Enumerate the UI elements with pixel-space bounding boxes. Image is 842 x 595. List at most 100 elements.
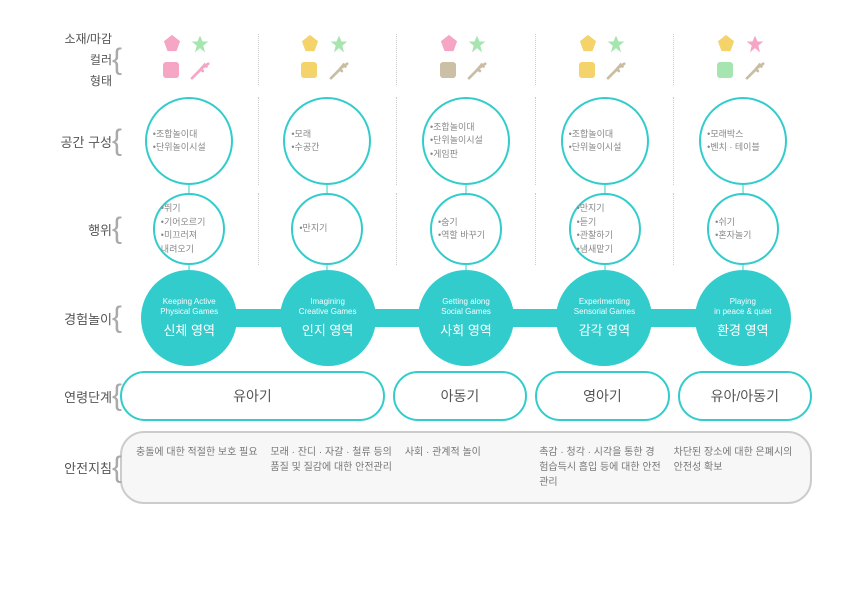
experience-en: Getting alongSocial Games — [441, 297, 491, 316]
space-col-2: •조합놀이대•단위놀이시설•게임판 — [397, 97, 536, 185]
action-item: •만지기 — [299, 222, 355, 236]
row-age: 연령단계{ 유아기아동기영아기유아/아동기 — [30, 371, 812, 421]
action-item: •미끄러져 — [161, 229, 217, 243]
branch-icon — [190, 62, 215, 85]
space-circle: •조합놀이대•단위놀이시설 — [145, 97, 233, 185]
space-col-1: •모래•수공간 — [259, 97, 398, 185]
age-pill-3: 유아/아동기 — [678, 371, 812, 421]
icon-set — [579, 34, 631, 85]
space-circle: •모래박스•벤치 · 테이블 — [699, 97, 787, 185]
branch-icon — [745, 62, 770, 85]
square-icon — [440, 62, 465, 85]
icon-set — [163, 34, 215, 85]
space-item: •수공간 — [291, 141, 363, 155]
pentagon-icon — [440, 34, 465, 59]
action-item: •혼자놀기 — [715, 229, 771, 243]
action-circle: •쉬기•혼자놀기 — [707, 193, 779, 265]
space-item: •단위놀이시설 — [153, 141, 225, 155]
action-item: •기어오르기 — [161, 216, 217, 230]
row-experience: 경험놀이{ Keeping ActivePhysical Games 신체 영역 I… — [30, 273, 812, 363]
experience-en: Keeping ActivePhysical Games — [160, 297, 218, 316]
experience-en: Playingin peace & quiet — [714, 297, 771, 316]
action-col-2: •숨기•역할 바꾸기 — [397, 193, 536, 265]
safety-item-4: 차단된 장소에 대한 은폐시의 안전성 확보 — [668, 445, 802, 490]
pentagon-icon — [163, 34, 188, 59]
experience-bubble: Getting alongSocial Games 사회 영역 — [418, 270, 514, 366]
space-item: •모래 — [291, 128, 363, 142]
space-item: •단위놀이시설 — [569, 141, 641, 155]
action-col-0: •뛰기•기어오르기•미끄러져내려오기 — [120, 193, 259, 265]
experience-bubble: Keeping ActivePhysical Games 신체 영역 — [141, 270, 237, 366]
action-item: •쉬기 — [715, 216, 771, 230]
row-action: 행위{ •뛰기•기어오르기•미끄러져내려오기 •만지기 •숨기•역할 바꾸기 •만지기… — [30, 193, 812, 265]
icon-col-1 — [259, 34, 398, 85]
square-icon — [579, 62, 604, 85]
action-circle: •만지기 — [291, 193, 363, 265]
star-icon — [745, 34, 770, 59]
action-item: •역할 바꾸기 — [438, 229, 494, 243]
branch-icon — [606, 62, 631, 85]
age-pill-1: 아동기 — [393, 371, 527, 421]
space-circle: •조합놀이대•단위놀이시설•게임판 — [422, 97, 510, 185]
action-col-3: •만지기•듣기•관찰하기•냄새맡기 — [536, 193, 675, 265]
action-item: •만지기 — [577, 202, 633, 216]
experience-ko: 감각 영역 — [579, 320, 630, 339]
experience-ko: 신체 영역 — [163, 320, 214, 339]
pentagon-icon — [579, 34, 604, 59]
space-item: •모래박스 — [707, 128, 779, 142]
action-col-1: •만지기 — [259, 193, 398, 265]
icon-set — [301, 34, 353, 85]
action-item: •숨기 — [438, 216, 494, 230]
space-item: •조합놀이대 — [430, 121, 502, 135]
experience-ko: 인지 영역 — [302, 320, 353, 339]
label-experience: 경험놀이{ — [30, 309, 120, 328]
space-circle: •모래•수공간 — [283, 97, 371, 185]
branch-icon — [329, 62, 354, 85]
icon-set — [440, 34, 492, 85]
space-item: •벤치 · 테이블 — [707, 141, 779, 155]
age-pill-2: 영아기 — [535, 371, 669, 421]
label-space: 공간 구성{ — [30, 132, 120, 151]
icon-set — [717, 34, 769, 85]
experience-en: ExperimentingSensorial Games — [574, 297, 635, 316]
experience-col-0: Keeping ActivePhysical Games 신체 영역 — [120, 270, 258, 366]
space-col-0: •조합놀이대•단위놀이시설 — [120, 97, 259, 185]
icon-col-0 — [120, 34, 259, 85]
icon-col-3 — [536, 34, 675, 85]
action-item: •관찰하기 — [577, 229, 633, 243]
safety-item-3: 촉감 · 청각 · 시각을 통한 경험습득시 흡입 등에 대한 안전 관리 — [533, 445, 667, 490]
action-item: 내려오기 — [161, 243, 217, 257]
label-action: 행위{ — [30, 220, 120, 239]
label-material: 소재/마감 컬러 형태 { — [30, 30, 120, 89]
experience-ko: 사회 영역 — [440, 320, 491, 339]
experience-bubble: ImaginingCreative Games인지 영역 — [280, 270, 376, 366]
space-col-4: •모래박스•벤치 · 테이블 — [674, 97, 812, 185]
experience-bubble: ExperimentingSensorial Games 감각 영역 — [556, 270, 652, 366]
experience-col-2: Getting alongSocial Games 사회 영역 — [397, 270, 535, 366]
safety-item-2: 사회 · 관계적 놀이 — [399, 445, 533, 490]
action-col-4: •쉬기•혼자놀기 — [674, 193, 812, 265]
action-item: •냄새맡기 — [577, 243, 633, 257]
star-icon — [329, 34, 354, 59]
pentagon-icon — [717, 34, 742, 59]
action-circle: •숨기•역할 바꾸기 — [430, 193, 502, 265]
star-icon — [190, 34, 215, 59]
space-item: •조합놀이대 — [153, 128, 225, 142]
space-circle: •조합놀이대•단위놀이시설 — [561, 97, 649, 185]
space-col-3: •조합놀이대•단위놀이시설 — [536, 97, 675, 185]
row-space: 공간 구성{ •조합놀이대•단위놀이시설•모래•수공간•조합놀이대•단위놀이시설… — [30, 97, 812, 185]
row-safety: 안전지침{ 충돌에 대한 적절한 보호 필요모래 · 잔디 · 자갈 · 철류 … — [30, 431, 812, 504]
space-item: •단위놀이시설 — [430, 134, 502, 148]
square-icon — [301, 62, 326, 85]
safety-item-0: 충돌에 대한 적절한 보호 필요 — [130, 445, 264, 490]
space-item: •조합놀이대 — [569, 128, 641, 142]
star-icon — [606, 34, 631, 59]
experience-bubble: Playingin peace & quiet환경 영역 — [695, 270, 791, 366]
branch-icon — [467, 62, 492, 85]
safety-item-1: 모래 · 잔디 · 자갈 · 철류 등의 품질 및 질감에 대한 안전관리 — [264, 445, 398, 490]
experience-col-1: ImaginingCreative Games인지 영역 — [258, 270, 396, 366]
experience-col-3: ExperimentingSensorial Games 감각 영역 — [535, 270, 673, 366]
action-item: •듣기 — [577, 216, 633, 230]
space-item: •게임판 — [430, 148, 502, 162]
label-safety: 안전지침{ — [30, 458, 120, 477]
